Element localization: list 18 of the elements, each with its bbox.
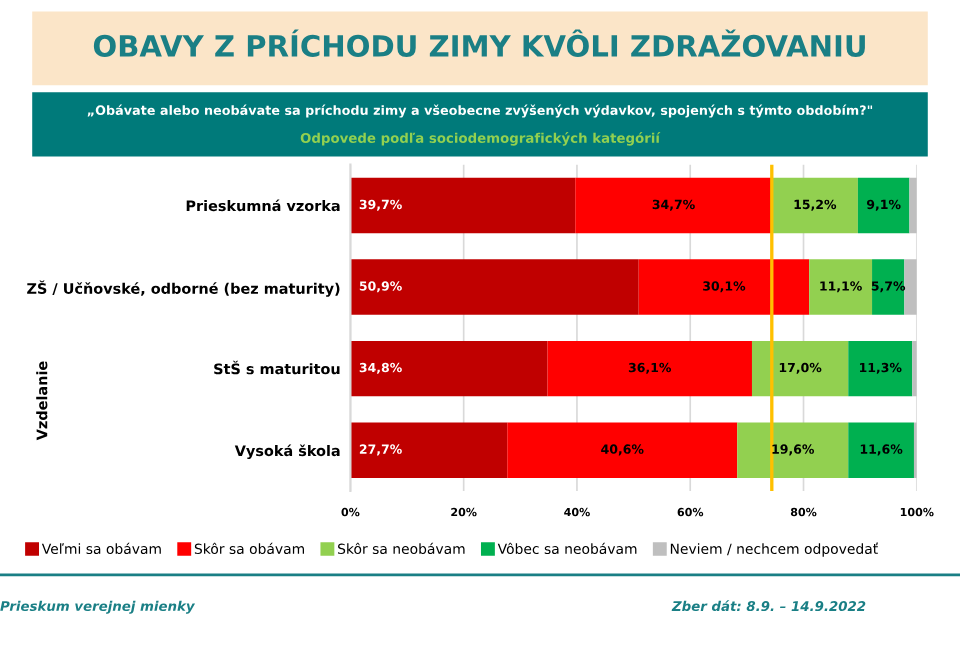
bar [350, 340, 548, 397]
bar [751, 340, 849, 397]
bar [737, 422, 849, 478]
bar [350, 259, 639, 315]
bar [904, 259, 917, 315]
bar [848, 422, 914, 478]
bar [350, 422, 508, 478]
bar [507, 422, 738, 478]
bar [771, 177, 858, 234]
bar [857, 177, 910, 234]
bar [350, 177, 576, 234]
chart-title: OBAVY Z PRÍCHODU ZIMY KVÔLI ZDRAŽOVANIU [93, 29, 865, 57]
bar [547, 340, 752, 397]
bar [638, 259, 810, 315]
bar [848, 340, 913, 397]
bar [909, 177, 917, 234]
bar [575, 177, 772, 234]
bar [809, 259, 873, 315]
